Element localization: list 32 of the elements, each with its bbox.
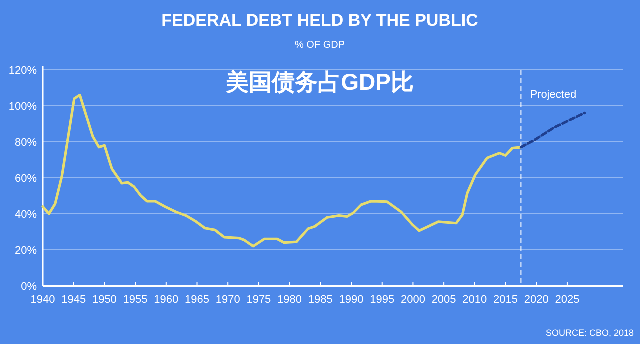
- chart-title: FEDERAL DEBT HELD BY THE PUBLIC: [162, 11, 478, 30]
- x-tick-label: 1980: [278, 294, 302, 306]
- y-tick-label: 100%: [8, 101, 38, 113]
- x-tick-label: 1975: [246, 294, 272, 306]
- x-tick-label: 1985: [308, 294, 333, 306]
- line-series: [42, 94, 522, 248]
- x-tick-label: 2000: [400, 294, 426, 306]
- x-tick-label: 1965: [185, 294, 210, 306]
- x-tick-label: 2025: [555, 294, 580, 306]
- line-series: [520, 112, 586, 149]
- y-tick-label: 80%: [14, 137, 38, 149]
- annotation: 美国债务占GDP比: [225, 69, 414, 95]
- x-tick-label: 1945: [62, 294, 86, 306]
- y-tick-label: 40%: [14, 209, 38, 221]
- x-tick-label: 1950: [92, 294, 117, 306]
- x-tick-label: 1990: [339, 294, 364, 306]
- x-tick-label: 2010: [462, 294, 488, 306]
- x-tick-label: 1940: [30, 294, 56, 306]
- y-tick-label: 120%: [8, 65, 38, 77]
- x-tick-label: 1995: [370, 294, 395, 306]
- x-tick-label: 1960: [154, 294, 179, 306]
- x-tick-label: 1955: [123, 294, 148, 306]
- y-tick-label: 60%: [14, 173, 38, 185]
- y-tick-label: 0%: [21, 281, 38, 293]
- ref-line-label: Projected: [530, 89, 577, 101]
- x-tick-label: 2005: [432, 294, 456, 306]
- chart-subtitle: % OF GDP: [294, 40, 346, 51]
- x-tick-label: 1970: [216, 294, 240, 306]
- source-note: SOURCE: CBO, 2018: [546, 328, 634, 338]
- x-tick-label: 2020: [524, 294, 549, 306]
- x-tick-label: 2015: [494, 294, 518, 306]
- y-tick-label: 20%: [14, 245, 38, 257]
